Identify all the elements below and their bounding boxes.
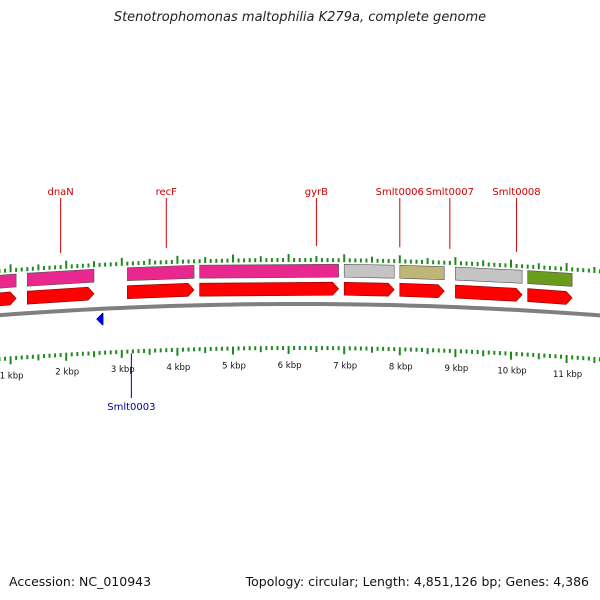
- reverse-strand-track: [96, 312, 104, 326]
- cds-arrow: [455, 284, 523, 302]
- cds-arrow: [199, 281, 340, 297]
- scale-label: 11 kbp: [553, 370, 582, 380]
- gene-label: Smlt0006: [376, 187, 424, 198]
- gene-label: recF: [156, 187, 178, 198]
- gene-label: dnaN: [47, 187, 73, 198]
- topology-summary: Topology: circular; Length: 4,851,126 bp…: [245, 574, 589, 589]
- gene-box: [26, 268, 95, 287]
- map-title: Stenotrophomonas maltophilia K279a, comp…: [113, 10, 487, 25]
- scale-label: 6 kbp: [278, 361, 302, 371]
- gene-box: [0, 273, 17, 289]
- scale-label: 5 kbp: [222, 362, 246, 372]
- scale-label: 1 kbp: [0, 371, 24, 381]
- gene-box: [399, 264, 445, 280]
- cds-track: [0, 281, 573, 307]
- scale-label: 2 kbp: [55, 368, 79, 378]
- scale-label: 9 kbp: [444, 364, 468, 374]
- gene-label: Smlt0008: [492, 187, 540, 198]
- cds-arrow: [127, 283, 195, 299]
- gene-box: [127, 265, 195, 281]
- gene-label: gyrB: [305, 187, 328, 198]
- cds-arrow: [399, 282, 445, 298]
- scale-label: 7 kbp: [333, 361, 357, 371]
- cds-arrow: [527, 288, 573, 305]
- tick-marks: [0, 254, 600, 365]
- gene-track: [0, 263, 573, 289]
- gene-box: [343, 263, 395, 279]
- gene-box: [527, 270, 573, 287]
- gene-label: Smlt0007: [426, 187, 474, 198]
- cds-arrow: [343, 281, 395, 297]
- genome-backbone: [0, 301, 600, 318]
- scale-label: 3 kbp: [111, 365, 135, 375]
- gene-labels: dnaN recF gyrB Smlt0006 Smlt0007 Smlt0008 Smlt…: [47, 187, 540, 413]
- scale-label: 10 kbp: [497, 367, 526, 377]
- scale-labels: 1 kbp 2 kbp 3 kbp 4 kbp 5 kbp 6 kbp 7 kbp 8 kbp…: [0, 361, 582, 381]
- reverse-gene-label: Smlt0003: [107, 402, 155, 413]
- scale-label: 4 kbp: [166, 363, 190, 373]
- cds-arrow: [0, 291, 17, 307]
- reverse-gene-arrow: [96, 312, 104, 326]
- gene-box: [199, 263, 339, 279]
- scale-label: 8 kbp: [389, 362, 413, 372]
- gene-box: [455, 266, 523, 284]
- accession-text: Accession: NC_010943: [9, 574, 152, 589]
- cds-arrow: [26, 286, 95, 305]
